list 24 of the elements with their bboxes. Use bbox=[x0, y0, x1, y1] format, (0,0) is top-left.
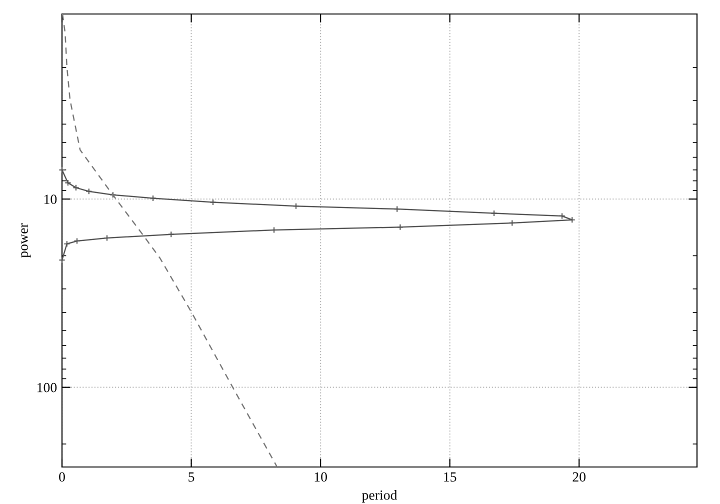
x-tick-label: 0 bbox=[59, 472, 65, 482]
point bbox=[394, 206, 400, 212]
x-tick-label: 10 bbox=[314, 472, 327, 482]
point bbox=[292, 202, 300, 210]
point bbox=[210, 198, 216, 206]
point bbox=[110, 192, 116, 198]
point bbox=[396, 224, 404, 230]
point bbox=[150, 194, 156, 202]
point bbox=[86, 188, 92, 195]
point bbox=[72, 184, 80, 191]
point bbox=[168, 231, 174, 238]
point bbox=[64, 180, 72, 186]
y-axis-title: power bbox=[21, 223, 31, 258]
x-tick-label: 15 bbox=[444, 472, 456, 482]
point bbox=[558, 212, 566, 220]
point bbox=[508, 220, 516, 226]
x-axis-title: period bbox=[362, 490, 398, 503]
point bbox=[104, 234, 110, 242]
x-tick-label: 5 bbox=[188, 472, 194, 482]
x-tick-label: 20 bbox=[572, 472, 586, 482]
y-tick-label: 100 bbox=[38, 382, 57, 392]
point bbox=[64, 240, 70, 248]
point bbox=[490, 210, 498, 217]
point bbox=[74, 238, 80, 244]
